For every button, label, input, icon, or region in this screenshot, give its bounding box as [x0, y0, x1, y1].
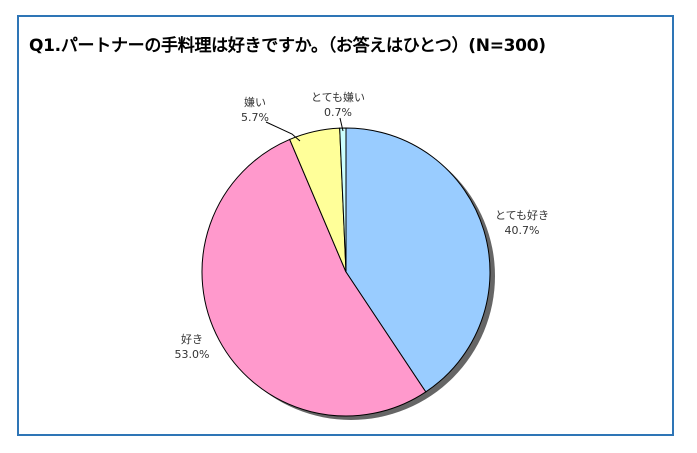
chart-title: Q1.パートナーの手料理は好きですか。（お答えはひとつ）(N=300): [29, 36, 546, 56]
slice-label-name-2: 好き: [181, 332, 203, 346]
pie-slice-2: [201, 138, 427, 417]
slice-label-name-3: 嫌い: [244, 95, 266, 109]
slice-label-value-1: 40.7%: [505, 224, 540, 237]
slice-label-name-1: とても好き: [495, 208, 549, 222]
slice-label-name-4: とても嫌い: [311, 90, 365, 104]
slice-label-value-3: 5.7%: [241, 111, 269, 124]
leader-line-3: [265, 121, 301, 142]
leader-line-4: [339, 117, 344, 132]
slice-label-value-4: 0.7%: [324, 106, 352, 119]
pie-slice-4: [339, 127, 347, 273]
slice-label-value-2: 53.0%: [175, 348, 210, 361]
